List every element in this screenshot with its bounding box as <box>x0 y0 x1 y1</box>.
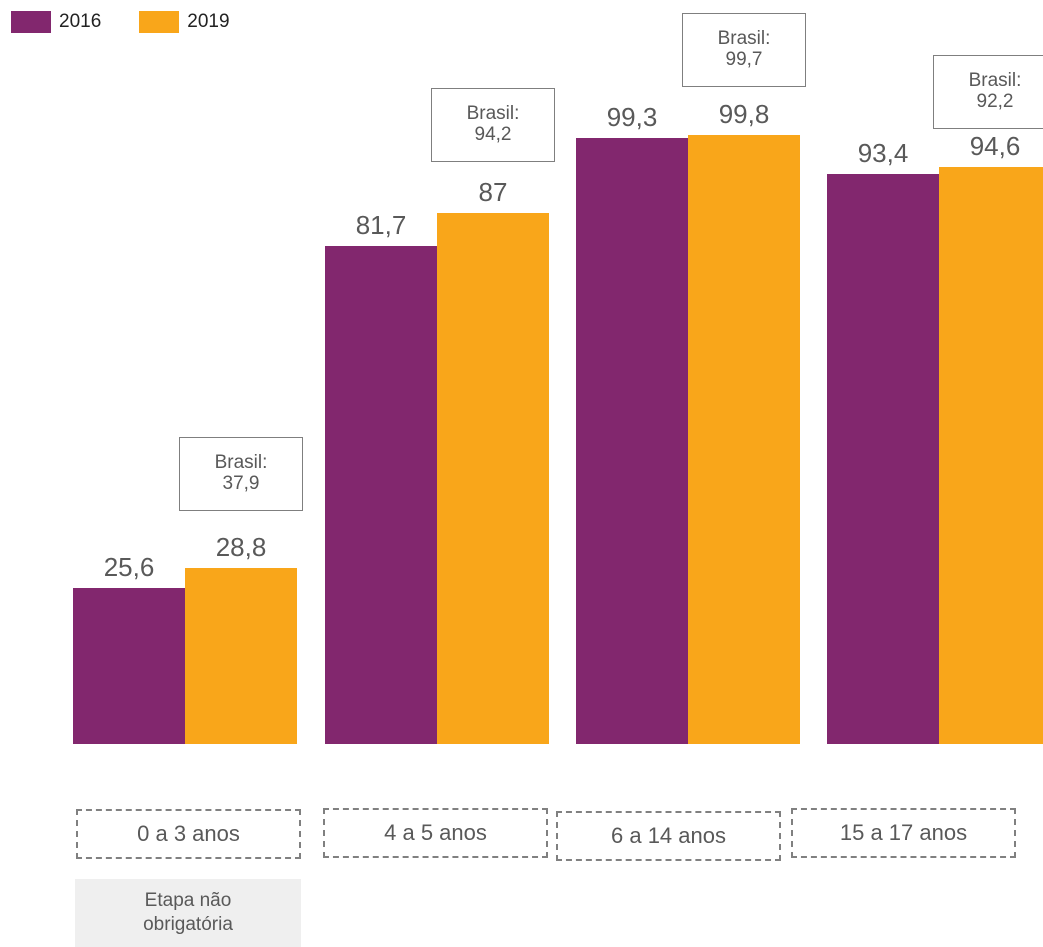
legend-item-2019: 2019 <box>139 11 230 33</box>
category-label-2: 4 a 5 anos <box>323 808 548 858</box>
legend-swatch-2019 <box>139 11 180 33</box>
data-label-2019-4: 94,6 <box>969 130 1021 161</box>
note-line-2: obrigatória <box>143 914 233 935</box>
brasil-box-1: Brasil: 37,9 <box>179 437 303 511</box>
brasil-value: 94,2 <box>474 124 512 145</box>
category-label-1: 0 a 3 anos <box>76 809 301 859</box>
bar-2016-2 <box>325 245 437 744</box>
data-label-2019-3: 99,8 <box>718 99 770 130</box>
brasil-value: 92,2 <box>976 91 1014 112</box>
category-label-3: 6 a 14 anos <box>556 811 781 861</box>
brasil-box-2: Brasil: 94,2 <box>431 88 555 162</box>
bar-2016-3 <box>576 138 688 744</box>
brasil-label: Brasil: <box>968 70 1022 92</box>
legend-item-2016: 2016 <box>11 11 101 33</box>
data-label-2016-1: 25,6 <box>103 551 155 582</box>
data-label-2019-1: 28,8 <box>215 532 267 563</box>
brasil-label: Brasil: <box>214 452 268 474</box>
bar-2019-1 <box>185 568 297 744</box>
brasil-value: 37,9 <box>222 473 260 494</box>
category-label-4: 15 a 17 anos <box>791 808 1016 858</box>
bar-2019-4 <box>939 166 1043 744</box>
bar-2019-2 <box>437 213 549 744</box>
legend-swatch-2016 <box>11 11 51 33</box>
brasil-box-4: Brasil: 92,2 <box>933 55 1043 129</box>
bar-2016-4 <box>827 174 939 744</box>
data-label-2016-2: 81,7 <box>355 209 407 240</box>
brasil-box-3: Brasil: 99,7 <box>682 13 806 87</box>
legend-label-2019: 2019 <box>187 11 230 32</box>
data-label-2016-3: 99,3 <box>606 102 658 133</box>
brasil-label: Brasil: <box>717 28 771 50</box>
data-label-2019-2: 87 <box>478 177 508 208</box>
brasil-label: Brasil: <box>466 103 520 125</box>
brasil-value: 99,7 <box>725 49 763 70</box>
data-label-2016-4: 93,4 <box>857 138 909 169</box>
legend: 2016 2019 <box>11 11 268 33</box>
bar-2016-1 <box>73 587 185 744</box>
note-box: Etapa não obrigatória <box>75 879 301 947</box>
note-line-1: Etapa não <box>144 890 232 912</box>
bar-2019-3 <box>688 135 800 744</box>
legend-label-2016: 2016 <box>59 11 102 32</box>
